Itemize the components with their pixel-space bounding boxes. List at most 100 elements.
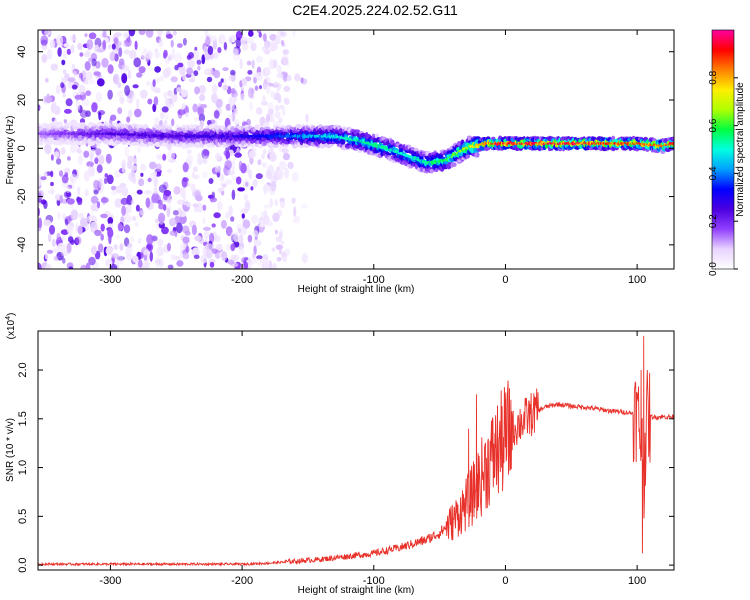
noise-cell <box>262 209 268 218</box>
noise-cell <box>251 252 256 259</box>
noise-cell <box>62 69 67 75</box>
noise-cell <box>267 164 274 176</box>
noise-cell <box>173 186 181 195</box>
noise-cell <box>248 30 254 37</box>
noise-cell <box>70 44 75 54</box>
noise-cell <box>185 112 189 118</box>
noise-cell <box>102 40 106 50</box>
noise-cell <box>57 242 66 253</box>
noise-cell <box>83 150 90 158</box>
noise-cell <box>276 73 284 79</box>
noise-cell <box>46 48 53 60</box>
noise-cell <box>70 143 78 153</box>
noise-cell <box>107 217 114 225</box>
noise-cell <box>246 37 254 44</box>
noise-cell <box>248 150 257 159</box>
y-tick-label: -20 <box>16 189 28 205</box>
noise-cell <box>268 108 274 115</box>
y-tick-label: 0.0 <box>17 557 29 572</box>
noise-cell <box>86 215 92 223</box>
ridge-cell <box>435 167 439 172</box>
noise-cell <box>132 158 137 164</box>
noise-cell <box>214 235 221 243</box>
noise-cell <box>275 244 283 250</box>
noise-cell <box>152 79 156 88</box>
noise-cell <box>182 253 190 260</box>
noise-cell <box>156 154 163 160</box>
ridge-cell <box>254 125 260 129</box>
noise-cell <box>57 211 61 219</box>
noise-cell <box>139 210 145 216</box>
noise-cell <box>53 151 60 158</box>
noise-cell <box>237 187 246 192</box>
noise-cell <box>192 50 200 60</box>
noise-cell <box>74 94 83 100</box>
noise-cell <box>171 48 176 54</box>
noise-cell <box>50 181 54 187</box>
noise-cell <box>182 73 187 81</box>
noise-cell <box>153 186 158 195</box>
noise-cell <box>107 64 114 74</box>
noise-cell <box>217 201 223 211</box>
noise-cell <box>56 34 64 46</box>
noise-cell <box>127 109 133 118</box>
ridge-cell <box>340 139 346 145</box>
noise-cell <box>124 38 132 47</box>
noise-cell <box>230 88 236 94</box>
noise-cell <box>84 77 89 85</box>
noise-cell <box>117 107 123 115</box>
noise-cell <box>123 49 131 55</box>
noise-cell <box>174 52 182 63</box>
noise-cell <box>238 246 245 255</box>
noise-cell <box>88 256 96 266</box>
ridge-cell <box>187 142 194 148</box>
noise-cell <box>107 89 113 100</box>
noise-cell <box>198 84 206 94</box>
noise-cell <box>126 97 131 104</box>
spectrogram-cells <box>38 30 674 269</box>
noise-cell <box>212 39 218 50</box>
noise-cell <box>86 161 94 168</box>
noise-cell <box>257 159 262 166</box>
noise-cell <box>91 58 97 67</box>
noise-cell <box>202 171 208 179</box>
noise-cell <box>43 219 51 227</box>
noise-cell <box>140 172 144 177</box>
noise-cell <box>133 57 141 68</box>
noise-cell <box>224 179 233 185</box>
noise-cell <box>132 84 139 89</box>
noise-cell <box>80 264 87 269</box>
noise-cell <box>269 198 274 208</box>
noise-cell <box>177 199 185 205</box>
noise-cell <box>47 233 52 243</box>
noise-cell <box>280 240 285 245</box>
noise-cell <box>247 87 254 99</box>
noise-cell <box>279 197 285 203</box>
noise-cell <box>271 247 276 252</box>
noise-cell <box>153 96 159 106</box>
noise-cell <box>79 52 84 57</box>
noise-cell <box>197 106 205 117</box>
noise-cell <box>100 197 109 204</box>
noise-cell <box>158 212 166 223</box>
noise-cell <box>123 32 130 39</box>
noise-cell <box>275 35 281 45</box>
ridge-cell <box>167 126 172 130</box>
noise-cell <box>61 59 66 66</box>
noise-cell <box>93 179 100 189</box>
y-tick-label: 20 <box>16 94 28 106</box>
noise-cell <box>158 184 167 193</box>
noise-cell <box>98 243 104 253</box>
noise-cell <box>41 54 48 63</box>
ridge-cell <box>386 152 392 156</box>
noise-cell <box>180 242 187 251</box>
noise-cell <box>249 156 254 165</box>
noise-cell <box>168 55 172 61</box>
noise-cell <box>223 42 228 51</box>
ridge-cell <box>132 141 139 146</box>
noise-cell <box>227 259 235 265</box>
noise-cell <box>225 212 230 219</box>
noise-cell <box>263 122 270 128</box>
noise-cell <box>236 223 244 232</box>
